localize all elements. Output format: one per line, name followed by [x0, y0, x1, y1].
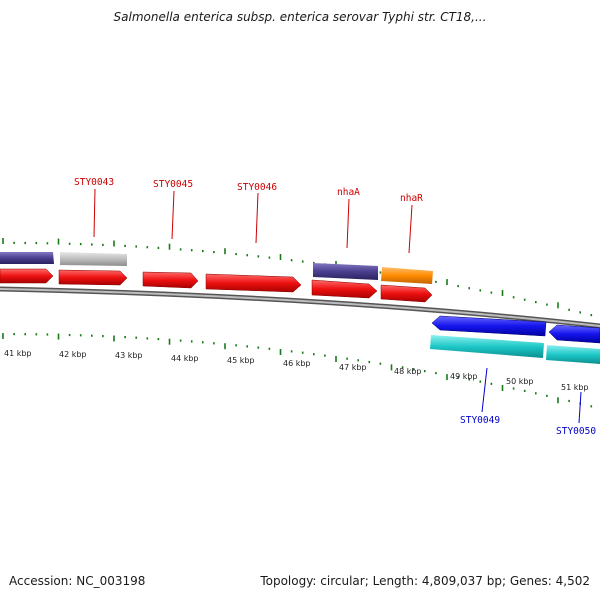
- leader-line: [171, 190, 175, 240]
- scale-label: 41 kbp: [4, 349, 32, 358]
- gene-label-sty0046[interactable]: STY0046: [237, 182, 277, 193]
- topology-label: Topology:: [260, 574, 317, 588]
- cds-fwd-orange[interactable]: [381, 267, 433, 284]
- gene-label-sty0049[interactable]: STY0049: [460, 415, 500, 426]
- scale-labels: 41 kbp 42 kbp 43 kbp 44 kbp 45 kbp 46 kb…: [4, 349, 589, 392]
- gene-fwd-4[interactable]: [205, 273, 302, 293]
- gene-fwd-1[interactable]: [0, 268, 54, 284]
- gene-rev-2[interactable]: [548, 324, 600, 344]
- length-value: 4,809,037 bp: [421, 574, 502, 588]
- topology-value: circular: [320, 574, 365, 588]
- leader-line: [346, 198, 350, 249]
- leader-line: [578, 391, 582, 424]
- reverse-gene-labels: STY0049 STY0050: [460, 367, 596, 437]
- gene-fwd-3[interactable]: [142, 271, 199, 289]
- scale-label: 43 kbp: [115, 351, 143, 360]
- scale-label: 47 kbp: [339, 363, 367, 372]
- scale-label: 49 kbp: [450, 372, 478, 381]
- leader-line: [481, 367, 488, 413]
- forward-gene-labels: STY0043 STY0045 STY0046 nhaA nhaR: [74, 177, 423, 254]
- gene-label-sty0045[interactable]: STY0045: [153, 179, 193, 190]
- cds-fwd-purple-1[interactable]: [0, 252, 54, 264]
- gene-rev-1[interactable]: [431, 315, 547, 337]
- backbone-inner: [0, 288, 600, 327]
- reverse-strand-genes: [431, 315, 600, 344]
- leader-line: [255, 192, 259, 244]
- accession-label: Accession:: [9, 574, 73, 588]
- cds-fwd-grey[interactable]: [60, 252, 127, 266]
- scale-label: 42 kbp: [59, 350, 87, 359]
- scale-label: 44 kbp: [171, 354, 199, 363]
- genes-label: Genes:: [509, 574, 552, 588]
- reverse-cds-row: [430, 335, 600, 364]
- cds-rev-cyan-2[interactable]: [546, 345, 600, 364]
- accession-value: NC_003198: [76, 574, 146, 588]
- gene-label-nhaa[interactable]: nhaA: [337, 187, 360, 198]
- accession-info: Accession: NC_003198: [9, 574, 145, 588]
- scale-label: 46 kbp: [283, 359, 311, 368]
- forward-cds-row: [0, 252, 433, 284]
- genome-summary: Topology: circular; Length: 4,809,037 bp…: [260, 574, 590, 588]
- reverse-tick-row: [2, 333, 593, 408]
- cds-fwd-purple-2[interactable]: [313, 263, 378, 280]
- forward-strand-genes: [0, 268, 433, 303]
- scale-label: 51 kbp: [561, 383, 589, 392]
- leader-line: [408, 204, 413, 254]
- genes-value: 4,502: [555, 574, 590, 588]
- length-label: Length:: [372, 574, 419, 588]
- gene-label-sty0043[interactable]: STY0043: [74, 177, 114, 188]
- cds-rev-cyan-1[interactable]: [430, 335, 544, 358]
- leader-line: [93, 188, 96, 238]
- gene-label-nhar[interactable]: nhaR: [400, 193, 423, 204]
- map-title: Salmonella enterica subsp. enterica sero…: [113, 10, 487, 24]
- gene-label-sty0050[interactable]: STY0050: [556, 426, 596, 437]
- scale-label: 48 kbp: [394, 367, 422, 376]
- scale-label: 50 kbp: [506, 377, 534, 386]
- gene-fwd-6[interactable]: [380, 284, 433, 303]
- gene-fwd-2[interactable]: [58, 269, 128, 286]
- scale-label: 45 kbp: [227, 356, 255, 365]
- gene-fwd-5[interactable]: [311, 279, 378, 299]
